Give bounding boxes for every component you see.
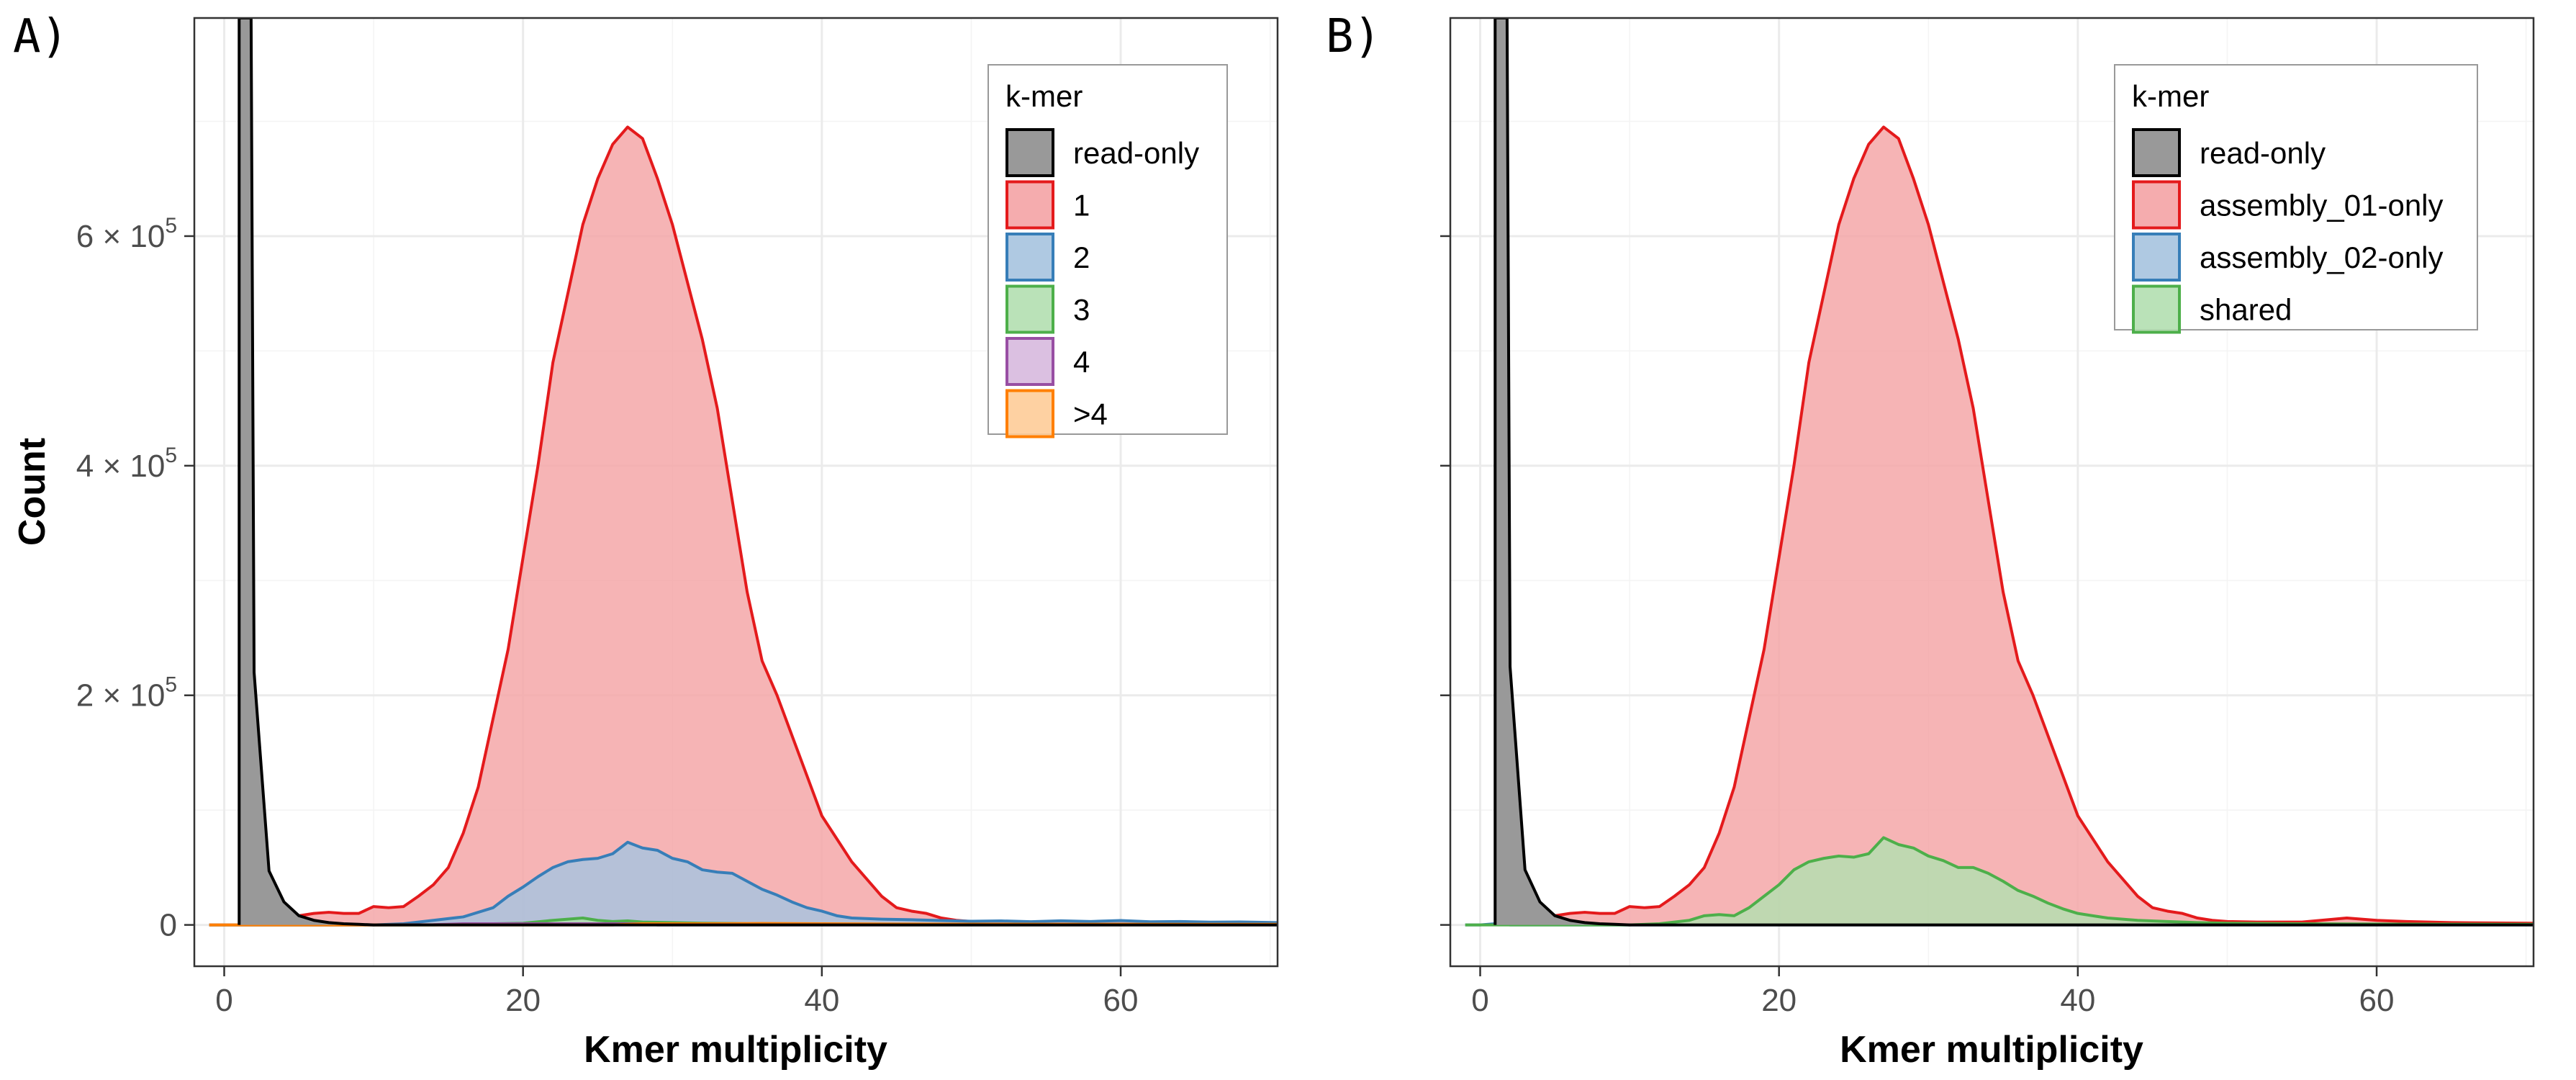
panel-b-border xyxy=(1449,17,2535,968)
panel-a: A) 0 20 40 60 0 2 × 105 4 × 105 6 × 105 Kmer m… xyxy=(12,10,1279,1071)
panel-a-legend: k-mer read-only 1 2 3 4 >4 xyxy=(988,64,1228,438)
x-tick-label: 20 xyxy=(505,983,541,1018)
y-tick-label: 0 xyxy=(160,908,177,943)
series-line-read-only xyxy=(1493,18,2534,927)
series-line-1 xyxy=(238,125,1278,926)
y-tick-label: 2 × 105 xyxy=(76,673,177,714)
y-tick-label: 4 × 105 xyxy=(76,444,177,484)
legend-label: read-only xyxy=(2200,136,2326,170)
legend-label: 2 xyxy=(1073,240,1090,274)
series-line-assembly-01-only xyxy=(1494,125,2534,925)
legend-label: assembly_01-only xyxy=(2200,189,2444,222)
legend-key xyxy=(1005,180,1054,230)
x-tick-label: 60 xyxy=(1103,983,1139,1018)
panel-a-tag: A) xyxy=(13,10,68,63)
legend-label: 1 xyxy=(1073,189,1090,222)
series-area-1 xyxy=(239,127,1278,925)
legend-label: assembly_02-only xyxy=(2200,240,2444,274)
legend-label: read-only xyxy=(1073,136,1199,170)
panel-a-areas xyxy=(209,18,1278,927)
series-line-read-only xyxy=(238,18,1278,927)
legend-key xyxy=(1005,389,1054,438)
legend-key xyxy=(2132,284,2181,334)
series-area-2 xyxy=(209,842,1278,925)
x-tick-label: 40 xyxy=(804,983,839,1018)
panel-b: B) 0 20 40 60 Kmer multiplicity k-mer read-o… xyxy=(1326,10,2535,1071)
legend-title: k-mer xyxy=(2132,79,2209,113)
x-tick-label: 0 xyxy=(1471,983,1488,1018)
panel-b-y-axis xyxy=(1440,235,1450,926)
legend-key xyxy=(1005,337,1054,386)
panel-b-tag: B) xyxy=(1326,10,1381,63)
panel-b-areas xyxy=(1465,18,2534,927)
panel-b-series-group xyxy=(1465,18,2534,927)
x-tick-label: 40 xyxy=(2060,983,2095,1018)
series-area-shared xyxy=(1465,837,2534,925)
legend-key xyxy=(2132,233,2181,282)
panel-a-series-group xyxy=(209,18,1278,927)
series-line-2 xyxy=(209,840,1278,927)
panel-b-x-axis: 0 20 40 60 xyxy=(1471,966,2395,1018)
legend-label: shared xyxy=(2200,293,2292,327)
legend-key xyxy=(1005,128,1054,177)
panel-a-y-axis: 0 2 × 105 4 × 105 6 × 105 xyxy=(76,214,194,943)
panel-a-border xyxy=(193,17,1279,968)
legend-key xyxy=(1005,233,1054,282)
x-tick-label: 0 xyxy=(215,983,232,1018)
legend-label: >4 xyxy=(1073,397,1108,431)
series-line-shared xyxy=(1465,836,2534,927)
x-tick-label: 60 xyxy=(2359,983,2395,1018)
series-area-assembly-01-only xyxy=(1495,127,2534,925)
legend-label: 3 xyxy=(1073,293,1090,327)
panel-b-legend: k-mer read-only assembly_01-only assembly_0… xyxy=(2114,64,2478,334)
legend-key xyxy=(1005,284,1054,334)
y-tick-label: 6 × 105 xyxy=(76,214,177,254)
panel-a-x-axis-title: Kmer multiplicity xyxy=(584,1029,887,1071)
legend-title: k-mer xyxy=(1005,79,1083,113)
panel-a-x-axis: 0 20 40 60 xyxy=(215,966,1139,1018)
x-tick-label: 20 xyxy=(1761,983,1797,1018)
legend-key xyxy=(2132,128,2181,177)
panel-b-x-axis-title: Kmer multiplicity xyxy=(1840,1029,2143,1071)
legend-label: 4 xyxy=(1073,345,1090,379)
legend-key xyxy=(2132,180,2181,230)
panel-a-y-axis-title: Count xyxy=(12,438,53,546)
